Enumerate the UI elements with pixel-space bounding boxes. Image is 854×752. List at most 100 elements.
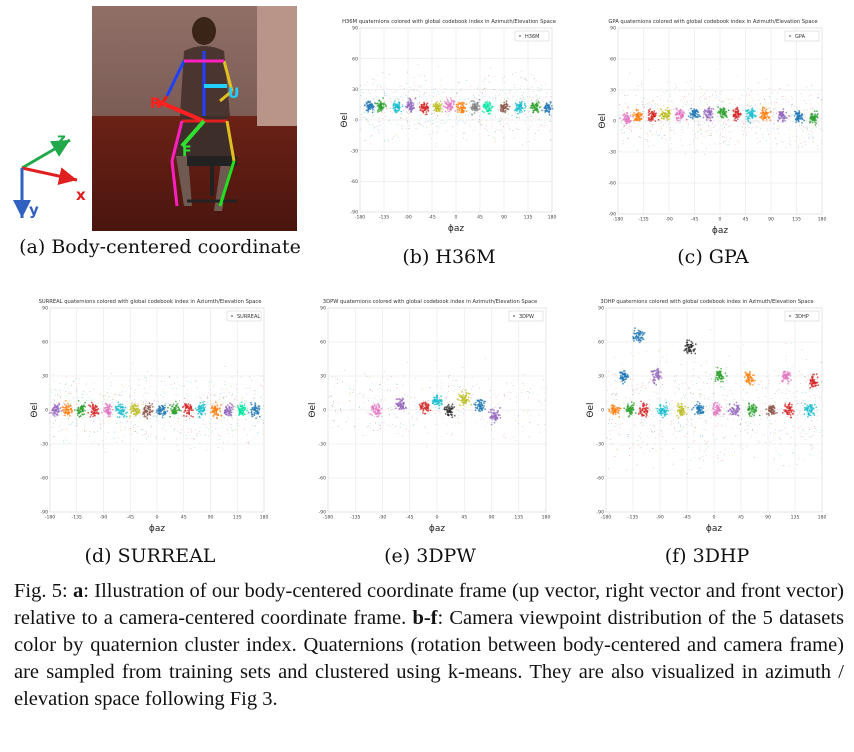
cluster-point bbox=[412, 104, 415, 107]
cluster-point bbox=[108, 406, 110, 409]
cluster-point bbox=[119, 413, 122, 416]
data-point bbox=[495, 95, 497, 97]
data-point bbox=[437, 91, 438, 93]
cluster-point bbox=[437, 108, 440, 111]
data-point bbox=[536, 101, 538, 103]
data-point bbox=[398, 136, 400, 138]
cluster-point bbox=[101, 411, 103, 414]
data-point bbox=[698, 112, 700, 114]
cluster-point bbox=[442, 105, 445, 108]
cluster-point bbox=[706, 109, 708, 112]
data-point bbox=[93, 420, 95, 422]
data-point bbox=[77, 390, 79, 392]
data-point bbox=[436, 359, 438, 361]
data-point bbox=[253, 390, 255, 392]
data-point bbox=[101, 403, 103, 405]
data-point bbox=[190, 448, 192, 449]
data-point bbox=[727, 112, 729, 114]
data-point bbox=[772, 92, 774, 94]
data-point bbox=[763, 108, 765, 110]
data-point bbox=[359, 128, 361, 130]
data-point bbox=[524, 101, 526, 102]
data-point bbox=[772, 123, 774, 125]
data-point bbox=[403, 411, 405, 413]
cluster-point bbox=[384, 104, 387, 106]
data-point bbox=[371, 123, 373, 125]
data-point bbox=[712, 127, 714, 128]
data-point bbox=[369, 426, 371, 428]
cluster-point bbox=[185, 406, 188, 409]
cluster-point bbox=[710, 108, 713, 110]
cluster-point bbox=[502, 105, 505, 108]
data-point bbox=[429, 123, 431, 125]
data-point bbox=[211, 430, 213, 432]
cluster-point bbox=[465, 110, 468, 112]
data-point bbox=[205, 426, 207, 428]
cluster-point bbox=[401, 105, 404, 108]
data-point bbox=[103, 420, 104, 422]
data-point bbox=[231, 394, 233, 396]
cluster-point bbox=[641, 114, 643, 117]
data-point bbox=[496, 91, 498, 93]
data-point bbox=[517, 129, 519, 131]
cluster-point bbox=[56, 404, 59, 407]
data-point bbox=[518, 98, 520, 100]
cluster-point bbox=[173, 409, 176, 412]
data-point bbox=[213, 403, 215, 405]
data-point bbox=[59, 414, 61, 416]
data-point bbox=[768, 107, 770, 109]
data-point bbox=[380, 87, 381, 89]
cluster-point bbox=[439, 100, 442, 103]
data-point bbox=[452, 379, 454, 381]
cluster-point bbox=[455, 105, 458, 108]
data-point bbox=[381, 111, 383, 113]
data-point bbox=[116, 400, 118, 402]
cluster-point bbox=[722, 112, 725, 114]
data-point bbox=[226, 389, 228, 391]
cluster-point bbox=[409, 105, 412, 108]
cluster-point bbox=[394, 106, 397, 109]
cluster-point bbox=[74, 409, 76, 411]
data-point bbox=[154, 406, 156, 408]
data-point bbox=[497, 109, 499, 111]
data-point bbox=[218, 405, 220, 407]
data-point bbox=[450, 112, 452, 114]
data-point bbox=[709, 99, 711, 101]
data-point bbox=[540, 431, 542, 433]
cluster-point bbox=[661, 112, 663, 115]
data-point bbox=[691, 108, 693, 109]
cluster-point bbox=[186, 412, 188, 414]
data-point bbox=[488, 378, 490, 380]
data-point bbox=[663, 105, 665, 107]
data-point bbox=[690, 100, 691, 102]
data-point bbox=[210, 403, 212, 405]
data-point bbox=[360, 85, 362, 87]
data-point bbox=[63, 440, 65, 441]
data-point bbox=[780, 140, 782, 142]
cluster-point bbox=[518, 111, 521, 114]
cluster-point bbox=[162, 414, 165, 416]
data-point bbox=[790, 144, 791, 146]
data-point bbox=[799, 123, 801, 125]
data-point bbox=[366, 97, 368, 99]
data-point bbox=[810, 85, 812, 86]
data-point bbox=[113, 394, 115, 396]
x-tick-label: 45 bbox=[181, 515, 187, 521]
data-point bbox=[161, 381, 162, 382]
cluster-point bbox=[663, 117, 666, 120]
data-point bbox=[646, 106, 648, 108]
data-point bbox=[737, 141, 738, 143]
data-point bbox=[99, 393, 101, 395]
data-point bbox=[73, 396, 75, 398]
data-point bbox=[512, 130, 514, 132]
data-point bbox=[75, 424, 77, 426]
data-point bbox=[191, 431, 193, 433]
data-point bbox=[550, 116, 552, 118]
cluster-point bbox=[446, 100, 449, 102]
data-point bbox=[364, 84, 366, 86]
data-point bbox=[726, 144, 728, 146]
data-point bbox=[145, 430, 147, 432]
data-point bbox=[493, 142, 495, 144]
data-point bbox=[438, 410, 440, 412]
cluster-point bbox=[460, 102, 462, 105]
